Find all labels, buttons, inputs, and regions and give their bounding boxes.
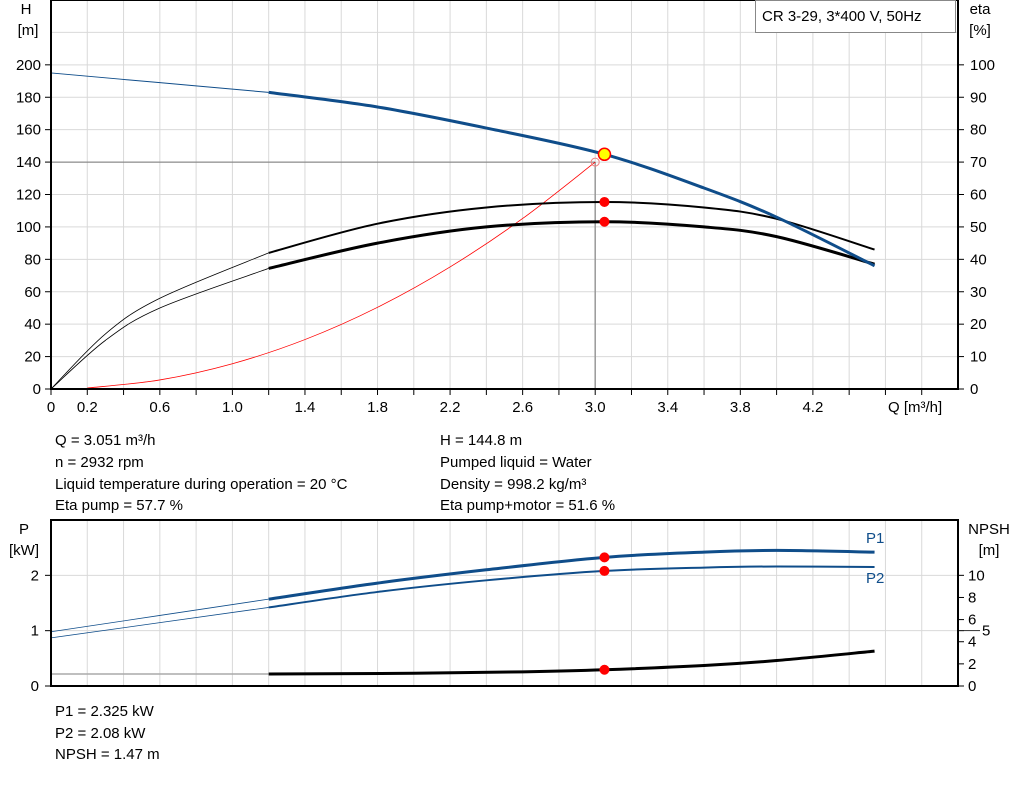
h-axis-label: H — [21, 1, 32, 18]
x-tick-label: 4.2 — [802, 399, 823, 416]
p1-curve-thin — [50, 598, 269, 633]
h-axis-unit: [m] — [18, 22, 39, 39]
x-tick-label: 1.8 — [367, 399, 388, 416]
p-axis-unit: [kW] — [9, 542, 39, 559]
eta-tick-label: 100 — [970, 57, 995, 74]
eta-tick-label: 30 — [970, 284, 987, 301]
eta-total-curve-thin — [50, 268, 269, 390]
npsh-tick-label: 2 — [968, 656, 976, 673]
info-p2: P2 = 2.08 kW — [55, 725, 146, 742]
x-tick-label: 2.6 — [512, 399, 533, 416]
x-tick-label: 1.0 — [222, 399, 243, 416]
eta-total-marker — [599, 216, 610, 227]
npsh-tick-label: 10 — [968, 567, 985, 584]
p-tick-label: 2 — [31, 567, 39, 584]
info-speed: n = 2932 rpm — [55, 454, 144, 471]
npsh-tick-label: 4 — [968, 634, 976, 651]
h-tick-label: 80 — [24, 251, 41, 268]
eta-axis-unit: [%] — [969, 22, 991, 39]
eta-tick-label: 80 — [970, 122, 987, 139]
p-tick-label: 1 — [31, 623, 39, 640]
eta-tick-label: 40 — [970, 251, 987, 268]
bottom-chart-frame — [50, 519, 959, 687]
eta-tick-label: 10 — [970, 349, 987, 366]
npsh-tick-label: 0 — [968, 678, 976, 695]
eta-tick-label: 90 — [970, 89, 987, 106]
duty-point-marker — [597, 147, 612, 162]
h-tick-label: 160 — [16, 122, 41, 139]
eta-tick-label: 60 — [970, 187, 987, 204]
info-eta-pump: Eta pump = 57.7 % — [55, 497, 183, 514]
h-tick-label: 40 — [24, 316, 41, 333]
x-tick-label: 3.8 — [730, 399, 751, 416]
p2-curve-thin — [50, 607, 269, 639]
h-tick-label: 20 — [24, 349, 41, 366]
h-tick-label: 120 — [16, 187, 41, 204]
info-q: Q = 3.051 m³/h — [55, 432, 155, 449]
p-tick-label: 0 — [31, 678, 39, 695]
info-density: Density = 998.2 kg/m³ — [440, 476, 586, 493]
info-head: H = 144.8 m — [440, 432, 522, 449]
p2-curve — [268, 565, 875, 609]
h-tick-label: 200 — [16, 57, 41, 74]
x-tick-label: 3.4 — [657, 399, 678, 416]
system-point-marker — [590, 157, 600, 167]
legend-box: CR 3-29, 3*400 V, 50Hz — [755, 0, 956, 33]
info-eta-total: Eta pump+motor = 51.6 % — [440, 497, 615, 514]
npsh-tick-label: 6 — [968, 612, 976, 629]
p1-curve — [268, 548, 875, 601]
head-curve-thin — [50, 72, 269, 93]
x-tick-label: 0.2 — [77, 399, 98, 416]
p2-series-label: P2 — [866, 570, 884, 587]
eta-tick-label: 0 — [970, 381, 978, 398]
eta-axis-label: eta — [970, 1, 992, 18]
info-p1: P1 = 2.325 kW — [55, 703, 155, 720]
chart-title: CR 3-29, 3*400 V, 50Hz — [762, 8, 922, 25]
npsh-curve — [268, 649, 875, 676]
info-npsh: NPSH = 1.47 m — [55, 746, 160, 763]
p-axis-label: P — [19, 521, 29, 538]
npsh-axis-unit: [m] — [979, 542, 1000, 559]
x-axis-label: Q [m³/h] — [888, 399, 942, 416]
info-temperature: Liquid temperature during operation = 20… — [55, 476, 348, 493]
eta-tick-label: 70 — [970, 154, 987, 171]
x-tick-label: 2.2 — [440, 399, 461, 416]
npsh-axis-label: NPSH — [968, 521, 1010, 538]
eta-pump-marker — [599, 196, 610, 207]
eta-tick-label: 20 — [970, 316, 987, 333]
h-tick-label: 60 — [24, 284, 41, 301]
x-tick-label: 1.4 — [295, 399, 316, 416]
system-curve — [87, 161, 596, 389]
p2-marker — [599, 565, 610, 576]
h-tick-label: 140 — [16, 154, 41, 171]
npsh-marker — [599, 664, 610, 675]
eta-total-curve — [268, 220, 875, 270]
x-tick-label: 0 — [47, 399, 55, 416]
h-tick-label: 100 — [16, 219, 41, 236]
h-tick-label: 0 — [33, 381, 41, 398]
eta-pump-curve-thin — [50, 252, 269, 390]
npsh-tick-label: 8 — [968, 589, 976, 606]
eta-tick-label: 50 — [970, 219, 987, 236]
npsh-tick-label: 5 — [982, 623, 990, 640]
p1-marker — [599, 552, 610, 563]
h-tick-label: 180 — [16, 89, 41, 106]
x-tick-label: 3.0 — [585, 399, 606, 416]
info-liquid: Pumped liquid = Water — [440, 454, 592, 471]
p1-series-label: P1 — [866, 530, 884, 547]
x-tick-label: 0.6 — [149, 399, 170, 416]
